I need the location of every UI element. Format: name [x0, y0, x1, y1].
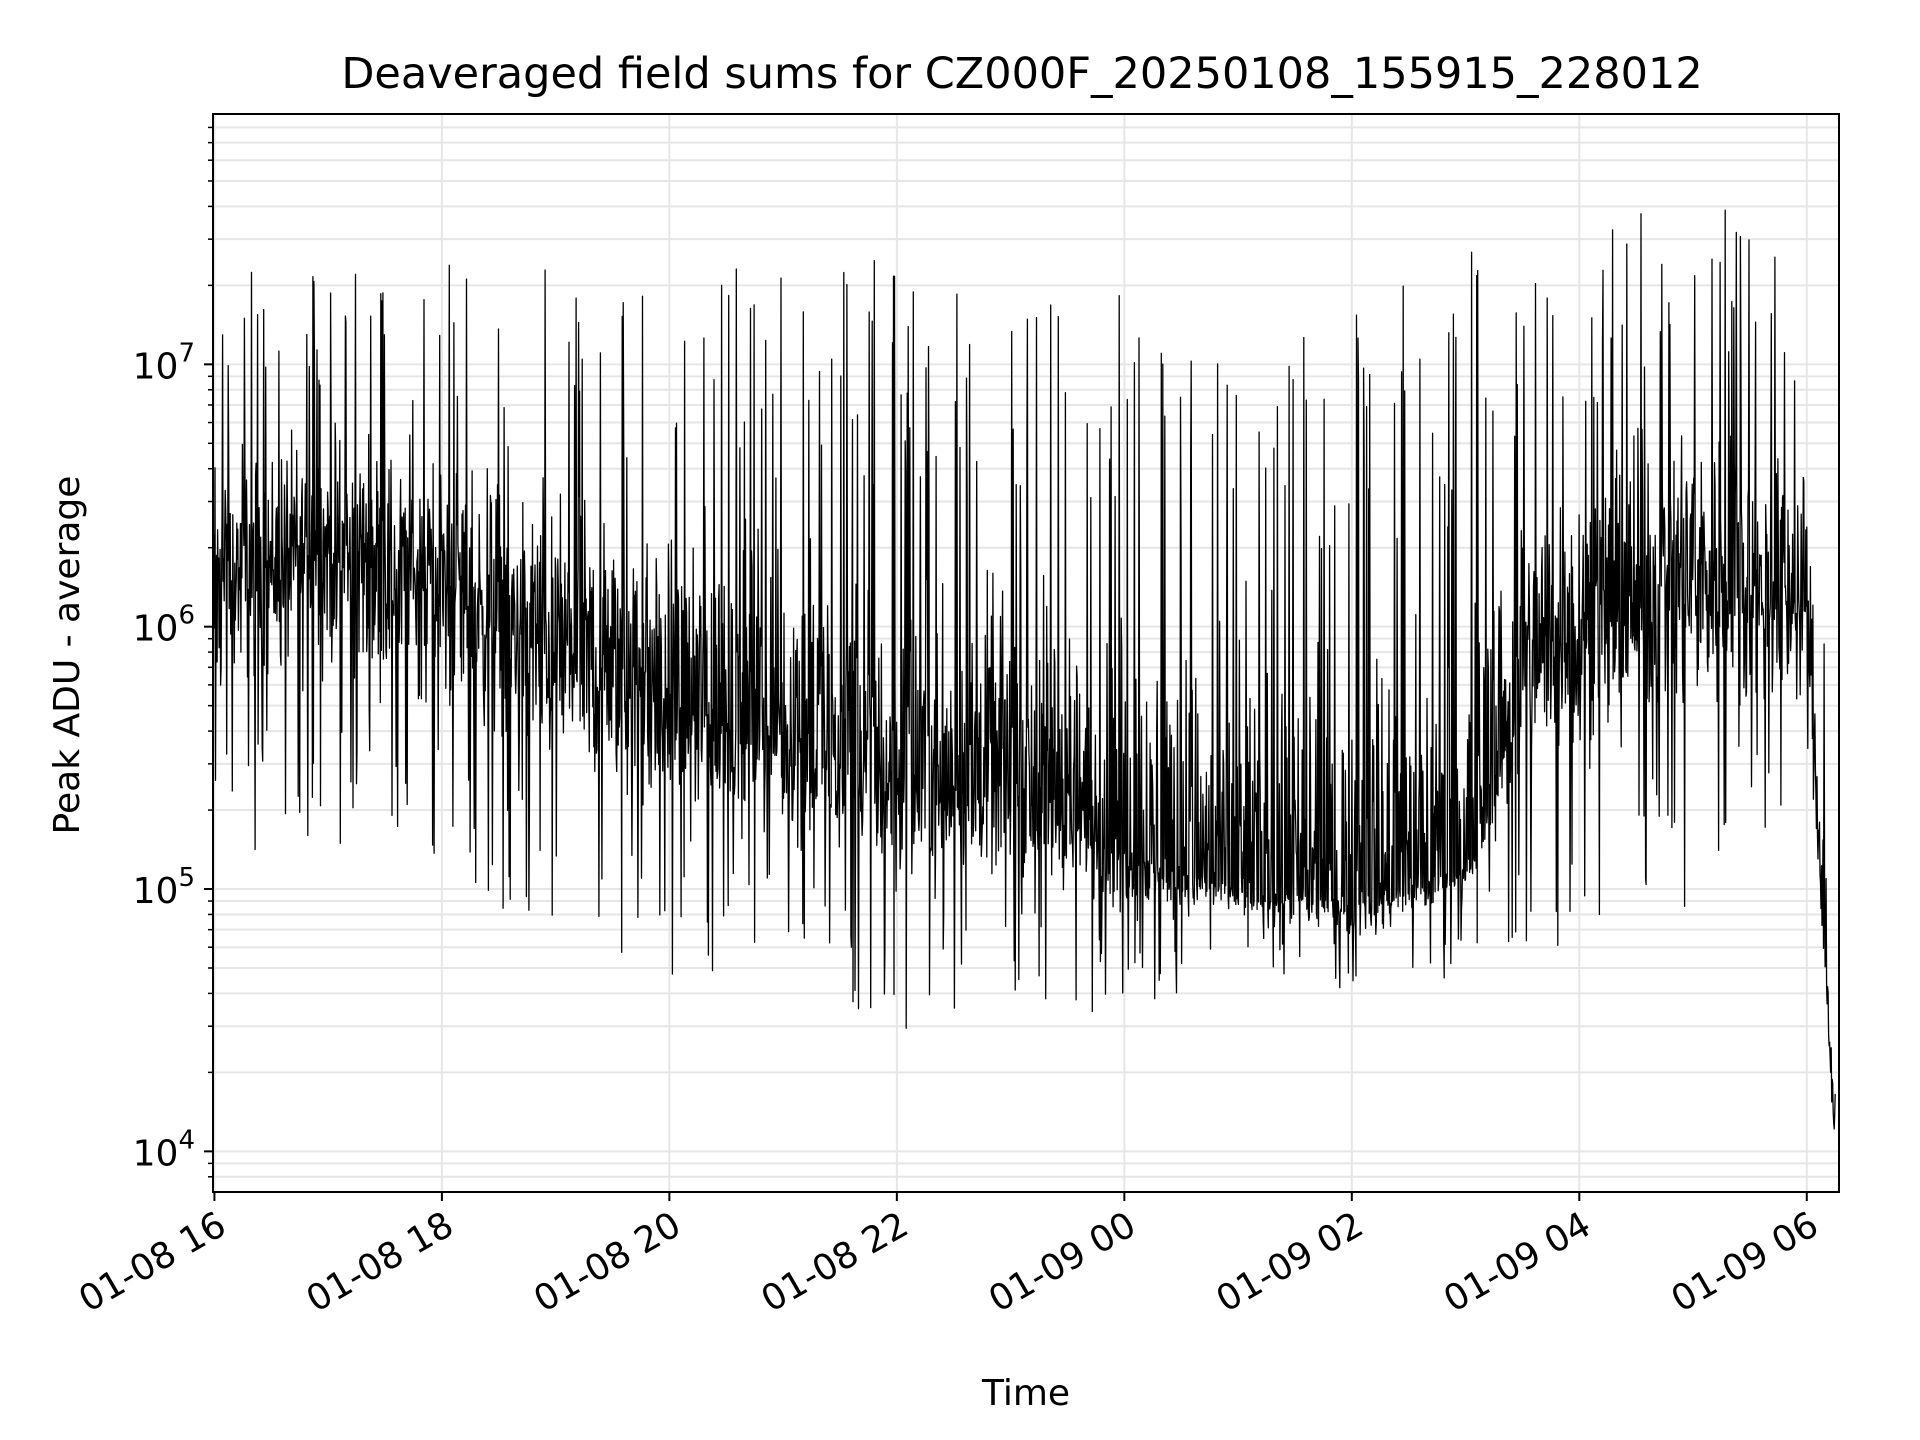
y-tick-exponent: 4: [178, 1125, 195, 1155]
y-tick-base: 10: [133, 871, 179, 912]
y-tick-exponent: 7: [178, 338, 195, 368]
plot-area: [212, 209, 1836, 1130]
y-tick-label: 107: [133, 338, 195, 387]
series-line: [212, 209, 1836, 1130]
y-tick-base: 10: [133, 346, 179, 387]
y-axis-label: Peak ADU - average: [47, 476, 88, 835]
chart-title: Deaveraged field sums for CZ000F_2025010…: [341, 49, 1702, 99]
y-tick-label: 106: [133, 601, 195, 650]
y-tick-label: 105: [133, 863, 195, 912]
plot-frame: [212, 113, 1840, 1193]
y-tick-base: 10: [133, 609, 179, 650]
y-tick-base: 10: [133, 1133, 179, 1174]
y-tick-exponent: 6: [178, 601, 195, 631]
y-tick-exponent: 5: [178, 863, 195, 893]
x-axis-label: Time: [981, 1373, 1070, 1414]
y-tick-label: 104: [133, 1125, 195, 1174]
